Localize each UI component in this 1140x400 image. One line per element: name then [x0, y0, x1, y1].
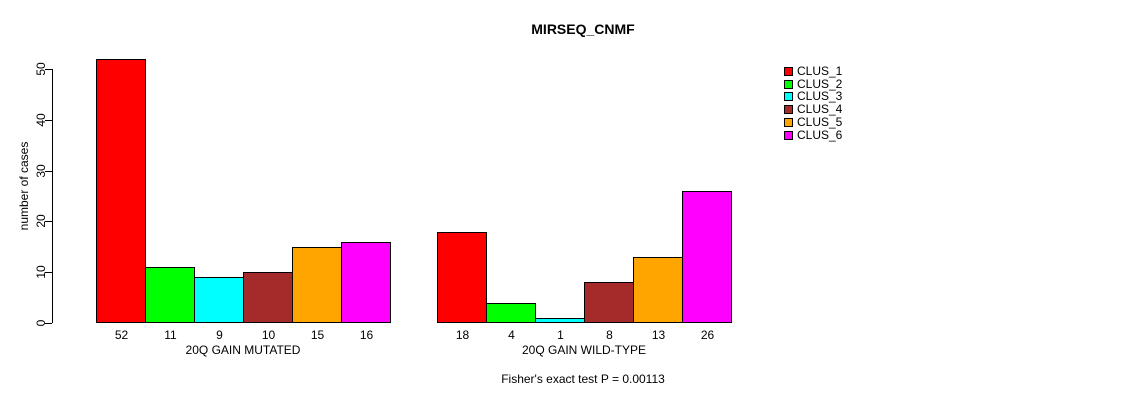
legend-label: CLUS_5 [797, 114, 843, 129]
y-axis-tick-mark [45, 171, 52, 172]
y-axis-tick-label: 10 [34, 265, 48, 279]
bar-value-label: 4 [508, 328, 515, 342]
bar-value-label: 13 [651, 328, 666, 342]
y-axis-tick-label: 20 [34, 214, 48, 228]
legend-swatch-clus_6 [784, 130, 793, 140]
bar-clus_5 [633, 257, 683, 323]
bar-value-label: 52 [114, 328, 129, 342]
bar-value-label: 18 [455, 328, 470, 342]
bar-value-label: 10 [261, 328, 276, 342]
chart-title: MIRSEQ_CNMF [531, 21, 635, 37]
bar-clus_4 [584, 282, 634, 323]
legend-label: CLUS_2 [797, 76, 843, 91]
bar-clus_6 [341, 242, 391, 323]
bar-clus_5 [292, 247, 342, 323]
y-axis-tick-mark [45, 323, 52, 324]
legend-swatch-clus_4 [784, 105, 793, 115]
bar-clus_6 [682, 191, 732, 323]
bar-value-label: 9 [216, 328, 223, 342]
y-axis-tick-label: 40 [34, 113, 48, 127]
bar-clus_1 [96, 59, 146, 323]
y-axis-tick-mark [45, 221, 52, 222]
bar-value-label: 1 [557, 328, 564, 342]
y-axis-tick-mark [45, 120, 52, 121]
bar-clus_2 [486, 303, 536, 323]
y-axis-tick-mark [45, 272, 52, 273]
group-axis-label: 20Q GAIN MUTATED [185, 343, 301, 357]
bar-clus_1 [437, 232, 487, 323]
y-axis-tick-label: 30 [34, 164, 48, 178]
bar-clus_4 [243, 272, 293, 323]
bar-clus_3 [535, 318, 585, 323]
group-axis-label: 20Q GAIN WILD-TYPE [521, 343, 647, 357]
legend-swatch-clus_3 [784, 92, 793, 102]
y-axis-title: number of cases [17, 141, 31, 231]
legend-swatch-clus_5 [784, 117, 793, 127]
legend-swatch-clus_2 [784, 79, 793, 89]
footnote: Fisher's exact test P = 0.00113 [501, 372, 665, 386]
bar-clus_2 [145, 267, 195, 323]
legend-label: CLUS_1 [797, 64, 843, 78]
y-axis-line [52, 69, 53, 323]
bar-value-label: 11 [164, 328, 177, 342]
y-axis-tick-mark [45, 69, 52, 70]
legend-label: CLUS_3 [797, 89, 843, 104]
legend-label: CLUS_4 [797, 102, 843, 117]
legend-label: CLUS_6 [797, 127, 843, 142]
bar-value-label: 26 [700, 328, 715, 342]
y-axis-tick-label: 0 [34, 319, 48, 327]
legend-swatch-clus_1 [784, 67, 793, 76]
bar-value-label: 8 [606, 328, 613, 342]
bar-value-label: 15 [310, 328, 325, 342]
y-axis-tick-label: 50 [34, 62, 48, 76]
bar-value-label: 16 [359, 328, 374, 342]
bar-clus_3 [194, 277, 244, 323]
